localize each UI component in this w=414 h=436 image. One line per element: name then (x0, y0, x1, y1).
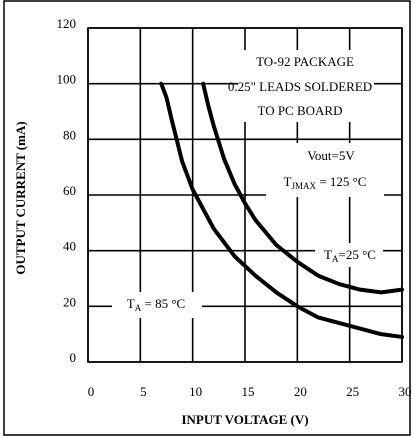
annotation: TO-92 PACKAGE (256, 54, 354, 69)
annotation-text: TO PC BOARD (257, 103, 342, 118)
x-tick-label: 15 (242, 384, 255, 399)
x-tick-label: 20 (294, 384, 307, 399)
annotation-box (112, 292, 202, 318)
annotation-text: =25 °C (339, 247, 376, 262)
y-tick-label: 40 (63, 239, 76, 254)
x-tick-label: 10 (189, 384, 202, 399)
annotation-text: Vout=5V (307, 148, 355, 163)
frame (3, 0, 411, 436)
plot-border (87, 27, 403, 363)
y-tick-label: 100 (57, 72, 77, 87)
annotation-box (238, 50, 374, 122)
annotation-text: = 125 °C (316, 174, 366, 189)
annotation-box (315, 243, 383, 267)
x-axis-label: INPUT VOLTAGE (V) (181, 412, 308, 427)
y-tick-label: 80 (63, 127, 76, 142)
annotation: 0.25" LEADS SOLDERED (228, 79, 372, 94)
annotation-text: 0.25" LEADS SOLDERED (228, 79, 372, 94)
x-tick-label: 0 (88, 384, 95, 399)
annotation-subscript: A (135, 303, 142, 313)
y-axis-label: OUTPUT CURRENT (mA) (13, 121, 28, 274)
annotation: TJMAX = 125 °C (284, 174, 367, 191)
annotation-subscript: A (332, 254, 339, 264)
annotation-box (266, 143, 384, 197)
curve (201, 81, 404, 295)
y-tick-label: 20 (63, 294, 76, 309)
annotation: TA=25 °C (324, 247, 376, 264)
annotation-text: = 85 °C (141, 296, 185, 311)
x-tick-label: 25 (346, 384, 359, 399)
annotation-subscript: JMAX (291, 181, 316, 191)
annotation: Vout=5V (307, 148, 355, 163)
annotation-text: T (324, 247, 332, 262)
annotation-text: TO-92 PACKAGE (256, 54, 354, 69)
annotation-text: T (284, 174, 292, 189)
annotation-text: T (127, 296, 135, 311)
curve (159, 81, 404, 339)
y-tick-label: 120 (57, 16, 77, 31)
y-tick-label: 60 (63, 183, 76, 198)
annotation: TO PC BOARD (257, 103, 342, 118)
x-tick-label: 30 (399, 384, 412, 399)
y-tick-label: 0 (70, 350, 77, 365)
x-tick-label: 5 (140, 384, 147, 399)
annotation: TA = 85 °C (127, 296, 185, 313)
